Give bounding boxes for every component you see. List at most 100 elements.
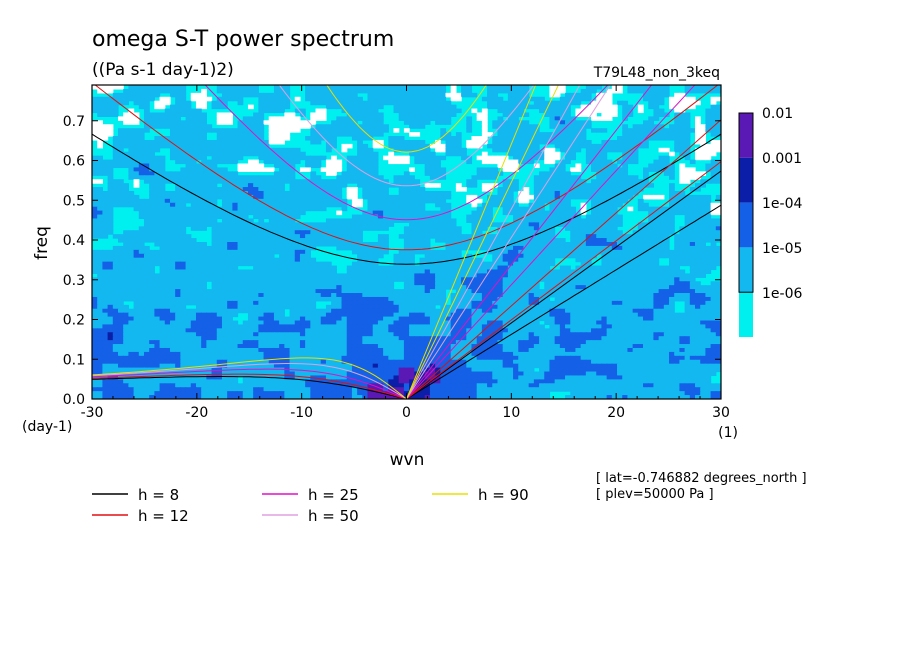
field-cell (575, 218, 582, 223)
field-cell (169, 249, 176, 255)
field-cell (596, 92, 603, 98)
field-cell (253, 206, 259, 212)
field-cell (627, 190, 634, 196)
field-cell (669, 289, 675, 294)
field-cell (637, 187, 644, 192)
field-cell (299, 226, 306, 231)
field-cell (242, 124, 249, 129)
field-cell (175, 277, 181, 282)
field-cell (440, 104, 447, 110)
field-cell (414, 151, 421, 157)
field-cell (383, 92, 389, 98)
field-cell (435, 85, 441, 90)
field-cell (221, 206, 228, 212)
field-cell (299, 293, 306, 298)
field-cell (559, 100, 566, 106)
field-cell (372, 242, 379, 247)
field-cell (513, 85, 519, 90)
field-cell (206, 261, 213, 267)
field-cell (487, 104, 493, 110)
field-cell (684, 206, 691, 212)
field-cell (159, 155, 166, 161)
field-cell (211, 277, 218, 282)
field-cell (180, 257, 187, 263)
field-cell (346, 265, 353, 271)
field-cell (419, 281, 426, 286)
field-cell (450, 108, 457, 114)
field-cell (149, 273, 155, 278)
field-cell (481, 289, 488, 294)
field-cell (159, 136, 166, 141)
field-cell (591, 285, 597, 290)
field-cell (185, 100, 192, 106)
field-cell (258, 222, 265, 227)
field-cell (585, 277, 592, 282)
field-cell (409, 190, 415, 196)
field-cell (669, 257, 675, 263)
field-cell (242, 242, 249, 247)
field-cell (544, 249, 551, 255)
field-cell (143, 96, 150, 102)
field-cell (466, 261, 473, 267)
field-cell (424, 265, 431, 271)
field-cell (331, 265, 337, 271)
field-cell (175, 249, 181, 255)
field-cell (565, 100, 571, 106)
field-cell (601, 230, 608, 235)
field-cell (455, 132, 462, 137)
field-cell (258, 273, 265, 278)
field-cell (237, 175, 244, 180)
field-cell (679, 108, 686, 114)
field-cell (305, 289, 311, 294)
field-cell (351, 132, 358, 137)
field-cell (695, 151, 701, 157)
field-cell (289, 249, 296, 255)
field-cell (190, 249, 197, 255)
field-cell (154, 206, 161, 212)
field-cell (518, 88, 525, 94)
field-cell (674, 143, 681, 149)
field-cell (429, 143, 436, 149)
field-cell (123, 155, 129, 161)
field-cell (559, 116, 566, 121)
field-cell (559, 96, 566, 102)
field-cell (507, 210, 514, 216)
field-cell (710, 249, 717, 255)
field-cell (331, 289, 337, 294)
field-cell (221, 234, 228, 239)
field-cell (601, 167, 608, 172)
field-cell (570, 245, 577, 251)
field-cell (424, 155, 431, 161)
field-cell (429, 226, 436, 231)
field-cell (643, 143, 649, 149)
field-cell (169, 257, 176, 263)
field-cell (648, 96, 655, 102)
field-cell (377, 96, 384, 102)
field-cell (320, 187, 327, 192)
field-cell (175, 234, 181, 239)
field-cell (195, 249, 202, 255)
field-cell (591, 206, 597, 212)
field-cell (663, 285, 670, 290)
field-cell (669, 100, 675, 106)
field-cell (513, 222, 519, 227)
field-cell (195, 167, 202, 172)
field-cell (351, 249, 358, 255)
field-cell (414, 139, 421, 145)
field-cell (502, 202, 509, 208)
field-cell (133, 112, 140, 117)
field-cell (476, 257, 483, 263)
field-cell (180, 222, 187, 227)
field-cell (403, 194, 410, 200)
field-cell (419, 96, 426, 102)
field-cell (539, 100, 545, 106)
field-cell (279, 238, 285, 243)
field-cell (279, 163, 285, 169)
field-cell (294, 190, 301, 196)
field-cell (575, 265, 582, 271)
field-cell (455, 285, 462, 290)
field-cell (523, 281, 530, 286)
field-cell (700, 234, 707, 239)
field-cell (663, 245, 670, 251)
field-cell (606, 285, 613, 290)
